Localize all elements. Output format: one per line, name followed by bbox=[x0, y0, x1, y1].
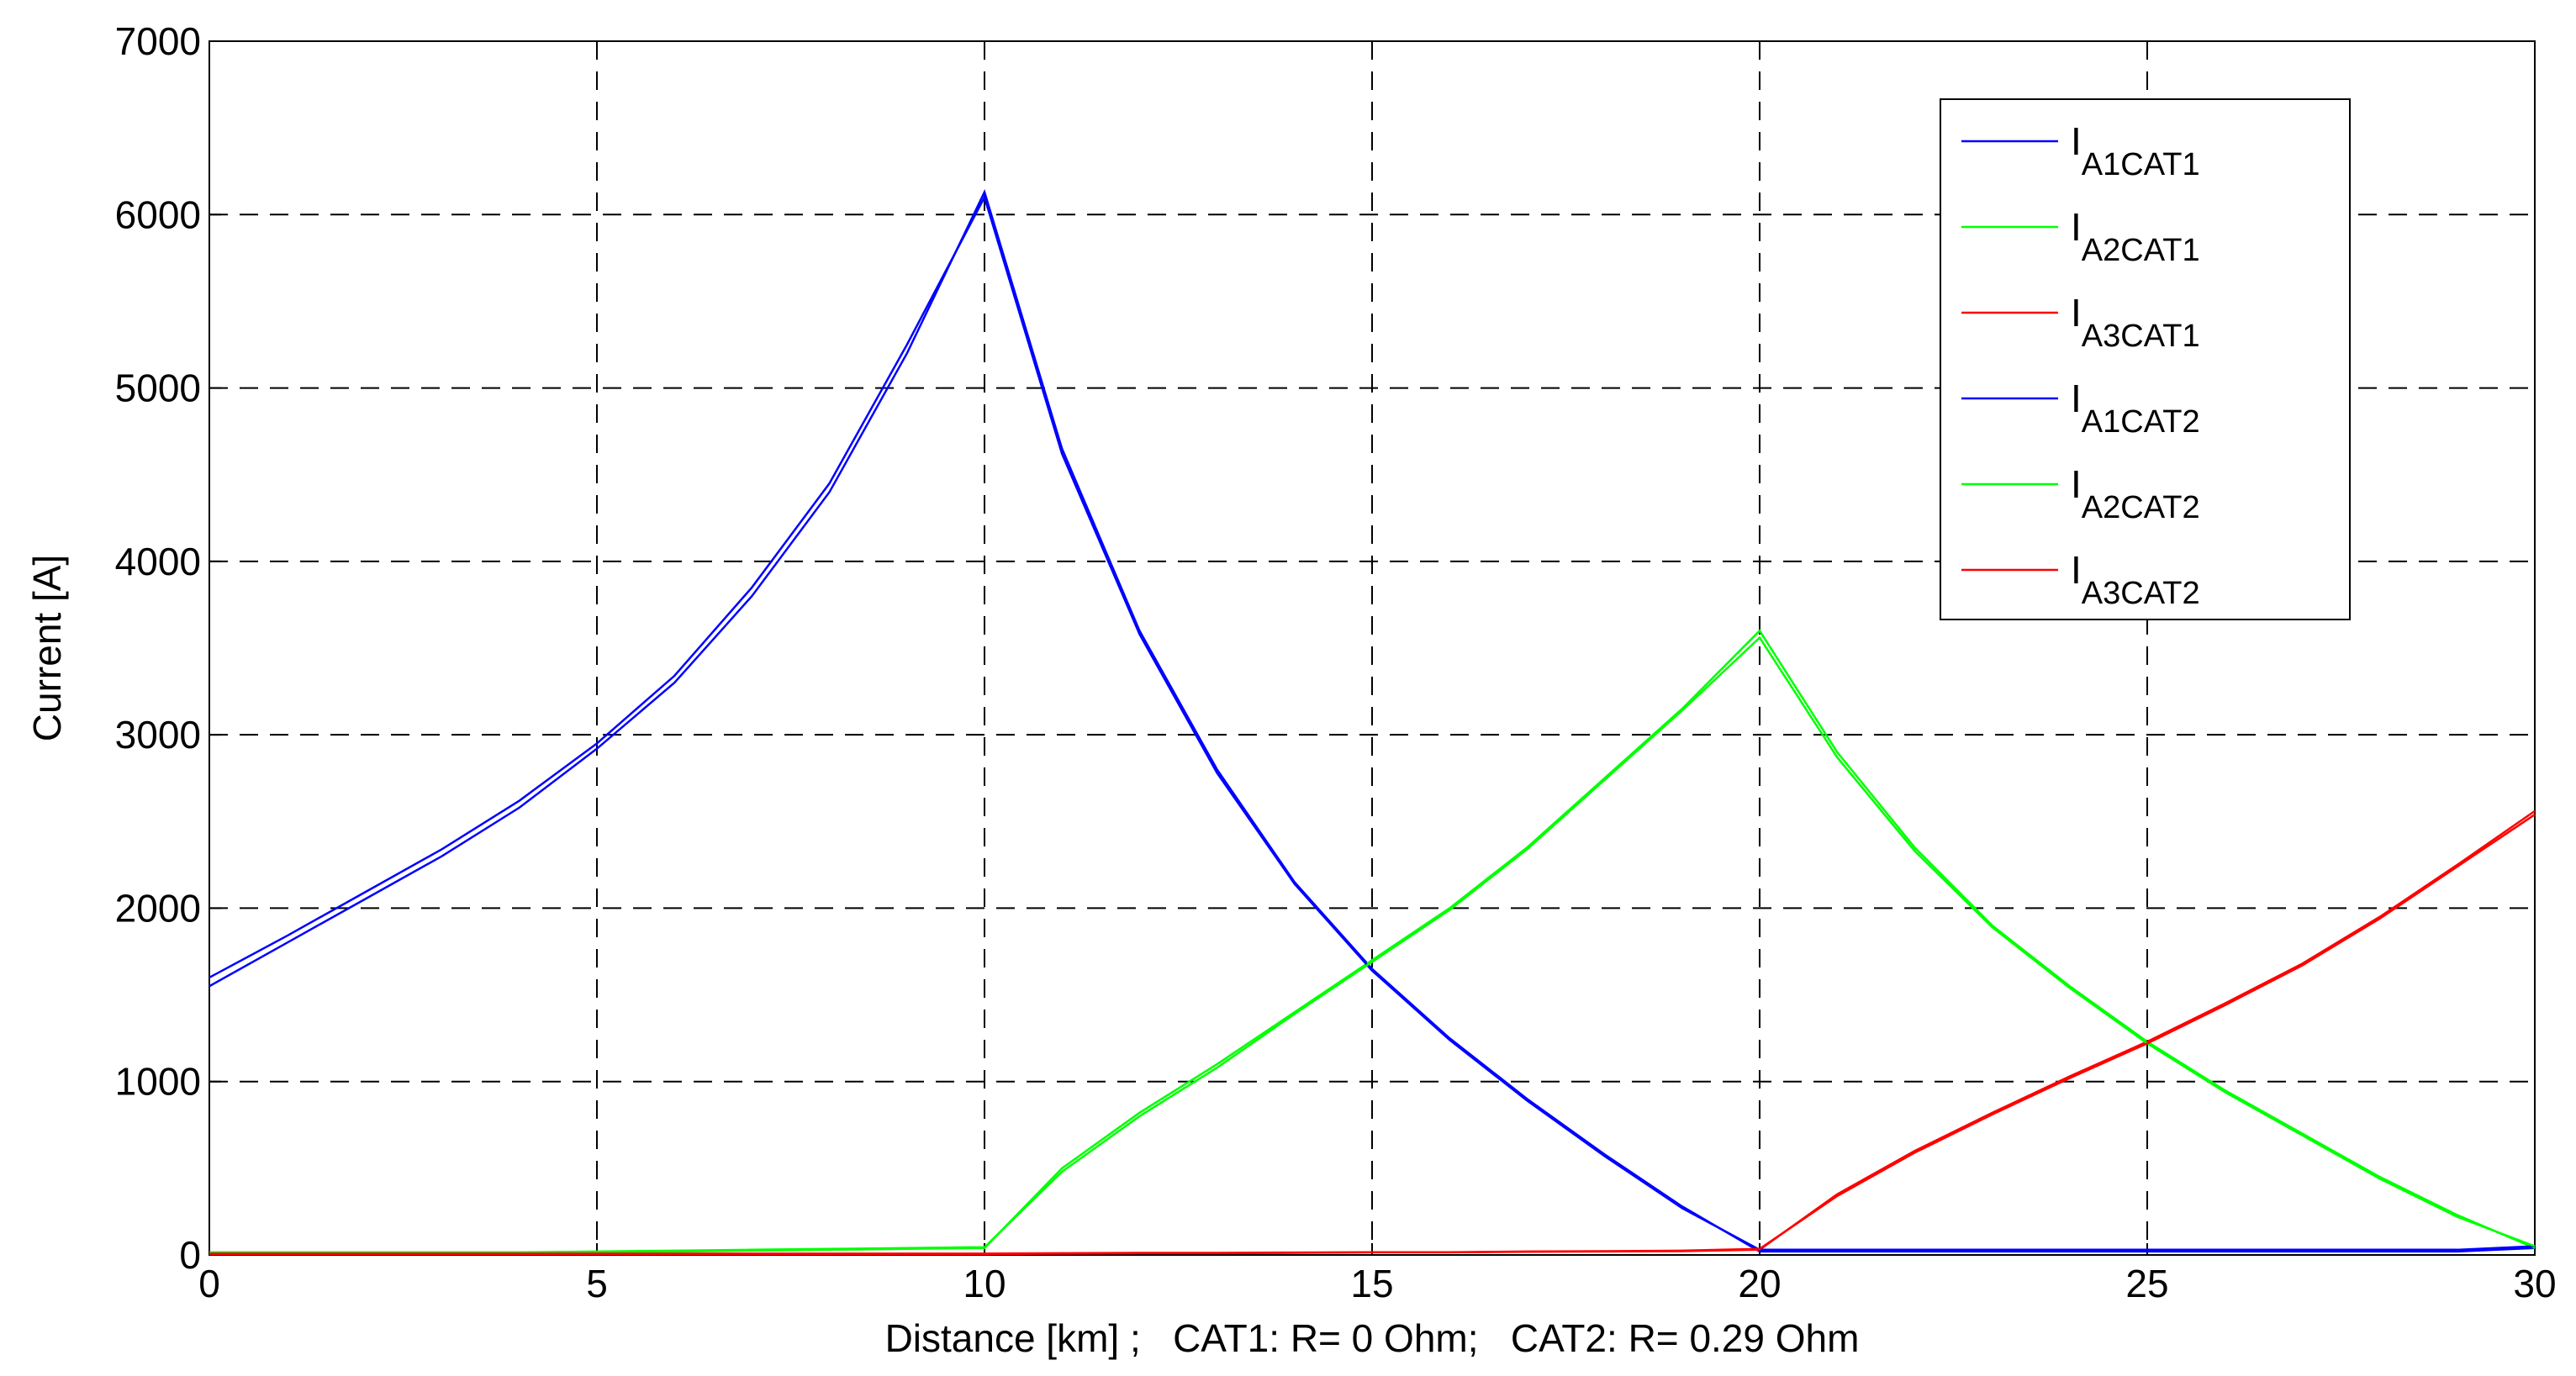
y-tick-label: 7000 bbox=[115, 19, 201, 63]
y-tick-label: 1000 bbox=[115, 1060, 201, 1104]
legend-label: IA2CAT1 bbox=[2071, 205, 2200, 268]
y-tick-label: 6000 bbox=[115, 192, 201, 236]
legend-label: IA2CAT2 bbox=[2071, 462, 2200, 525]
series-line bbox=[209, 194, 2536, 1252]
y-tick-label: 3000 bbox=[115, 713, 201, 757]
x-tick-label: 20 bbox=[1738, 1262, 1781, 1305]
y-tick-label: 2000 bbox=[115, 886, 201, 930]
plot-frame bbox=[209, 40, 2536, 1256]
legend-label: IA1CAT1 bbox=[2071, 119, 2200, 182]
x-tick-label: 30 bbox=[2513, 1262, 2556, 1305]
y-axis-label: Current [A] bbox=[25, 555, 69, 741]
x-tick-label: 0 bbox=[198, 1262, 220, 1305]
y-tick-label: 0 bbox=[179, 1233, 201, 1277]
x-tick-label: 10 bbox=[963, 1262, 1006, 1305]
legend-label: IA1CAT2 bbox=[2071, 377, 2200, 440]
x-tick-label: 25 bbox=[2125, 1262, 2168, 1305]
series-line bbox=[209, 189, 2536, 1253]
series-line bbox=[209, 813, 2536, 1255]
x-tick-label: 15 bbox=[1350, 1262, 1393, 1305]
x-tick-label: 5 bbox=[586, 1262, 608, 1305]
x-axis-label: Distance [km] ; CAT1: R= 0 Ohm; CAT2: R=… bbox=[885, 1316, 1860, 1360]
y-tick-label: 4000 bbox=[115, 540, 201, 583]
legend-label: IA3CAT2 bbox=[2071, 548, 2200, 611]
y-tick-label: 5000 bbox=[115, 366, 201, 410]
legend-box bbox=[1940, 98, 2351, 620]
legend-label: IA3CAT1 bbox=[2071, 291, 2200, 354]
